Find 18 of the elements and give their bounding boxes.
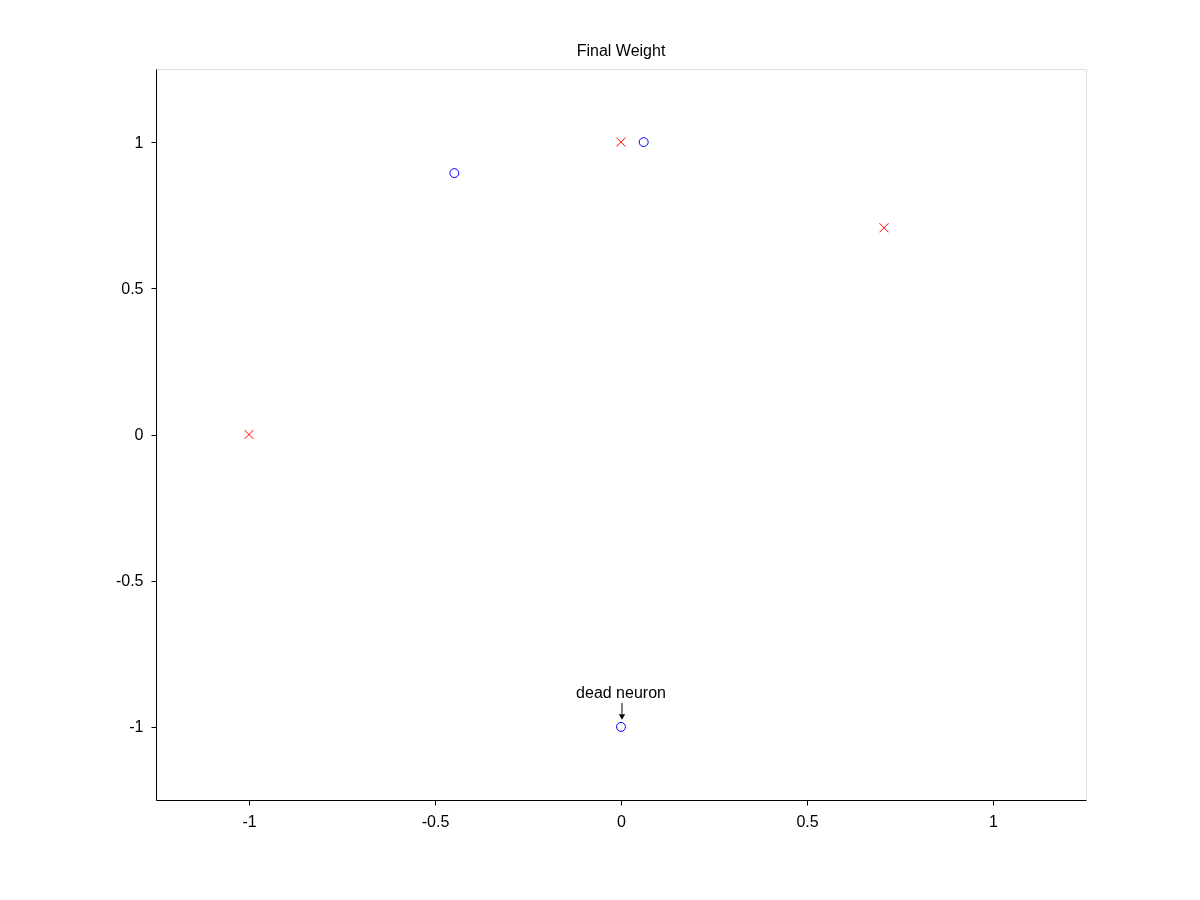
x-tick-label: 0 — [617, 812, 627, 830]
y-tick-label: 0 — [134, 426, 144, 443]
point — [638, 137, 649, 148]
point — [244, 429, 254, 440]
y-tick-label: -0.5 — [115, 572, 144, 590]
y-tick-label: -1 — [129, 718, 144, 736]
point — [879, 222, 889, 233]
point — [616, 137, 626, 148]
y-tick-label: 1 — [134, 133, 144, 151]
x-tick-label: -0.5 — [421, 812, 450, 830]
y-tick-label: 0.5 — [121, 279, 144, 297]
x-tick-label: -1 — [242, 812, 257, 830]
x-tick-label: 0.5 — [796, 812, 819, 830]
chart-title: Final Weight — [576, 42, 666, 59]
annotation: dead neuron — [576, 683, 666, 701]
point — [449, 168, 460, 179]
x-tick-label: 1 — [989, 812, 999, 830]
point — [616, 721, 626, 732]
